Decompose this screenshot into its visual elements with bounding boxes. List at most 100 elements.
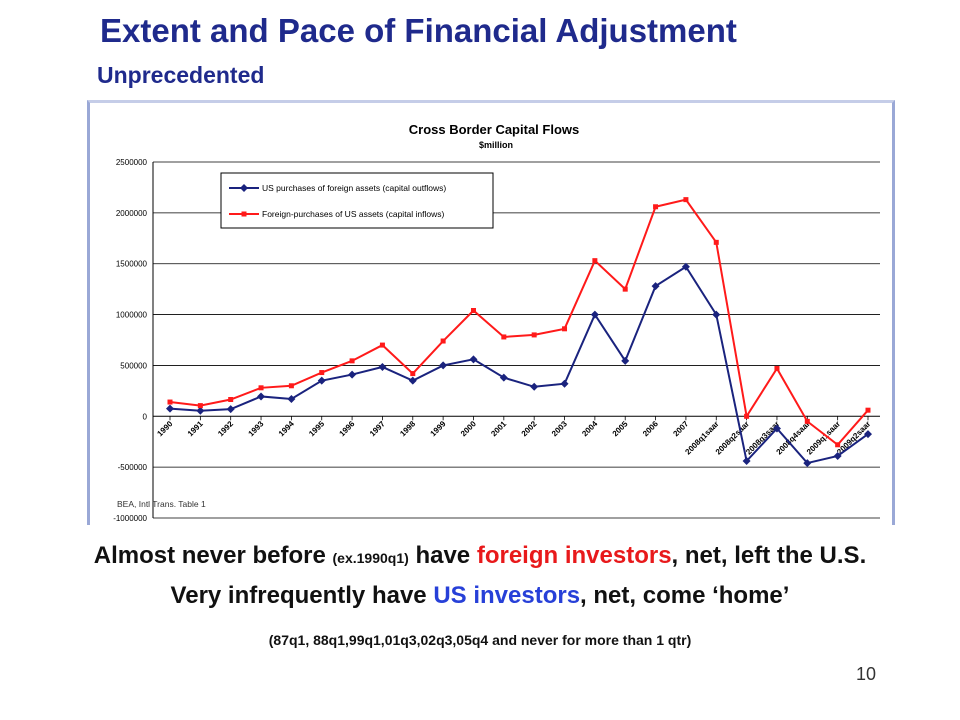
data-point [348, 370, 357, 379]
data-point [531, 332, 537, 338]
data-point [864, 430, 872, 439]
data-point [681, 262, 690, 271]
data-point [592, 258, 598, 264]
data-point [562, 326, 568, 332]
caption-line1-c: , net, left the U.S. [671, 542, 867, 569]
data-point [228, 397, 234, 403]
data-point [803, 459, 812, 468]
data-point [378, 362, 387, 371]
caption-line2-a: Very infrequently have [170, 582, 427, 609]
x-tick-label: 2006 [641, 419, 660, 438]
caption-line1-a: Almost never before [93, 542, 326, 569]
data-point [560, 379, 569, 388]
page-number: 10 [856, 664, 877, 684]
x-tick-label: 1997 [368, 419, 387, 438]
data-point [167, 399, 173, 405]
x-tick-label: 1996 [338, 419, 357, 438]
x-tick-label: 1994 [277, 419, 296, 438]
caption-line1-b: have [415, 542, 471, 569]
line-chart: Cross Border Capital Flows $million 250000… [113, 122, 880, 523]
x-tick-label: 2005 [611, 419, 630, 438]
data-point [440, 338, 446, 344]
x-tick-label: 1999 [429, 419, 448, 438]
caption-line-1: Almost never before (ex.1990q1) have for… [0, 542, 960, 570]
y-tick-label: 0 [143, 412, 148, 421]
legend-label: Foreign-purchases of US assets (capital … [262, 209, 445, 219]
source-note: BEA, Intl Trans. Table 1 [117, 499, 206, 509]
slide-title: Extent and Pace of Financial Adjustment [100, 12, 737, 49]
x-tick-label: 1998 [398, 419, 417, 438]
x-tick-label: 2003 [550, 419, 569, 438]
legend-swatch-marker [240, 184, 248, 192]
data-point [349, 358, 355, 364]
caption-line2-b: , net, come ‘home’ [580, 582, 790, 609]
data-point [317, 376, 326, 385]
x-tick-label: 2001 [489, 419, 508, 438]
y-tick-label: 1500000 [116, 260, 148, 269]
data-point [288, 383, 294, 389]
data-point [622, 286, 628, 292]
y-tick-label: 2500000 [116, 158, 148, 167]
data-point [410, 371, 416, 377]
legend-swatch-marker [241, 211, 247, 217]
data-point [653, 204, 659, 210]
data-point [590, 310, 599, 319]
x-tick-label: 1993 [247, 419, 266, 438]
y-tick-label: 2000000 [116, 209, 148, 218]
x-tick-label: 2007 [671, 419, 690, 438]
data-point [804, 418, 810, 424]
x-tick-label: 1992 [216, 419, 235, 438]
data-point [470, 308, 476, 314]
y-tick-label: -1000000 [113, 514, 147, 523]
caption-line-2: Very infrequently have US investors, net… [0, 582, 960, 610]
chart-panel: Cross Border Capital Flows $million 250000… [87, 100, 895, 525]
data-point [499, 373, 508, 382]
y-tick-label: 500000 [120, 361, 147, 370]
caption-line1-paren: (ex.1990q1) [332, 550, 409, 566]
caption-foreign-investors: foreign investors [476, 542, 672, 569]
caption-us-investors: US investors [433, 582, 581, 609]
data-point [772, 424, 781, 433]
x-tick-label: 1995 [307, 419, 326, 438]
data-point [379, 342, 385, 348]
data-point [439, 361, 448, 370]
data-point [683, 197, 689, 203]
x-tick-label: 1991 [186, 419, 205, 438]
data-point [196, 406, 205, 415]
data-point [197, 403, 203, 409]
data-point [742, 457, 751, 466]
data-point [713, 239, 719, 245]
legend-label: US purchases of foreign assets (capital … [262, 183, 446, 193]
data-point [774, 365, 780, 371]
slide-subtitle: Unprecedented [97, 62, 265, 88]
data-point [865, 407, 871, 413]
data-point [621, 356, 630, 365]
data-point [651, 282, 660, 291]
data-point [833, 451, 842, 460]
data-point [319, 370, 325, 376]
data-point [501, 334, 507, 340]
data-point [166, 404, 174, 413]
y-tick-label: -500000 [118, 463, 148, 472]
data-point [469, 355, 478, 364]
series-line [169, 198, 869, 447]
x-tick-label: 2000 [459, 419, 478, 438]
data-point [226, 405, 235, 414]
data-point [287, 394, 296, 403]
chart-subtitle: $million [479, 140, 513, 150]
data-point [408, 376, 417, 385]
x-tick-label: 2002 [520, 419, 539, 438]
data-point [257, 392, 266, 401]
x-tick-label: 1990 [155, 419, 174, 438]
chart-title: Cross Border Capital Flows [409, 122, 579, 137]
data-point [258, 385, 264, 391]
data-point [712, 310, 721, 319]
data-point [530, 382, 539, 391]
data-point [835, 442, 841, 448]
legend-box [220, 172, 494, 229]
series-line [169, 265, 869, 465]
x-tick-label: 2004 [580, 419, 599, 438]
data-point [744, 413, 750, 419]
y-tick-label: 1000000 [116, 311, 148, 320]
caption-line-3: (87q1, 88q1,99q1,01q3,02q3,05q4 and neve… [268, 632, 692, 648]
